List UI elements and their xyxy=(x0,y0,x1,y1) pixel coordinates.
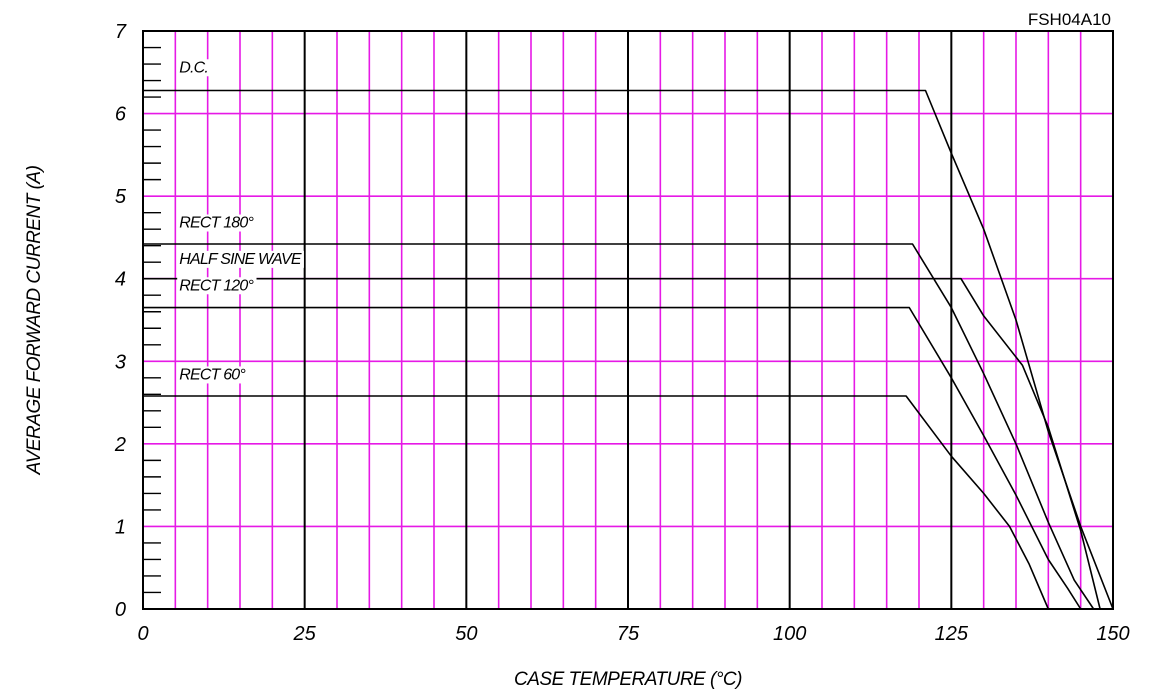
x-tick-75: 75 xyxy=(617,623,640,645)
curve-rect-60 xyxy=(143,395,1050,610)
series-labels: D.C. RECT 180° HALF SINE WAVE RECT 120° RECT… xyxy=(177,59,304,384)
series-label-text: HALF SINE WAVE xyxy=(179,251,302,268)
y-tick-3: 3 xyxy=(115,351,126,373)
series-label-bg xyxy=(177,366,249,384)
series-label-bg xyxy=(177,277,257,295)
y-tick-5: 5 xyxy=(115,186,127,208)
series-label-bg xyxy=(177,214,257,232)
series-label-d-c: D.C. xyxy=(177,59,211,77)
y-tick-6: 6 xyxy=(115,104,127,126)
y-tick-7: 7 xyxy=(115,21,127,43)
x-tick-labels: 0 25 50 75 100 125 150 xyxy=(137,623,1129,645)
series-label-text: RECT 180° xyxy=(179,215,254,232)
part-number-label: FSH04A10 xyxy=(1028,10,1111,29)
y-axis-minor-ticks xyxy=(143,46,161,594)
series-label-half-sine-wave: HALF SINE WAVE xyxy=(177,250,304,268)
x-tick-100: 100 xyxy=(773,623,806,645)
x-tick-0: 0 xyxy=(137,623,148,645)
plot-frame xyxy=(142,30,1114,610)
x-tick-150: 150 xyxy=(1096,623,1129,645)
y-tick-1: 1 xyxy=(115,516,126,538)
y-tick-4: 4 xyxy=(115,269,126,291)
curve-rect-180 xyxy=(143,243,1095,610)
x-axis-title: CASE TEMPERATURE (°C) xyxy=(514,669,742,690)
y-tick-0: 0 xyxy=(115,599,126,621)
series-label-bg xyxy=(177,250,304,268)
major-grid xyxy=(303,31,953,609)
series-label-text: RECT 60° xyxy=(179,366,246,383)
series-label-text: RECT 120° xyxy=(179,277,254,294)
curve-d-c xyxy=(143,89,1114,610)
series-label-text: D.C. xyxy=(179,59,208,76)
curve-rect-120 xyxy=(143,306,1082,610)
series-label-rect-180: RECT 180° xyxy=(177,214,257,232)
y-tick-2: 2 xyxy=(114,434,126,456)
series-label-bg xyxy=(177,59,211,77)
curve-half-sine-wave xyxy=(143,277,1101,610)
series-label-rect-60: RECT 60° xyxy=(177,366,249,384)
curves xyxy=(143,89,1114,610)
series-label-rect-120: RECT 120° xyxy=(177,277,257,295)
y-tick-labels: 0 1 2 3 4 5 6 7 xyxy=(114,21,127,621)
x-tick-125: 125 xyxy=(935,623,969,645)
x-tick-25: 25 xyxy=(293,623,317,645)
y-axis-title: AVERAGE FORWARD CURRENT (A) xyxy=(24,165,45,475)
x-tick-50: 50 xyxy=(455,623,477,645)
